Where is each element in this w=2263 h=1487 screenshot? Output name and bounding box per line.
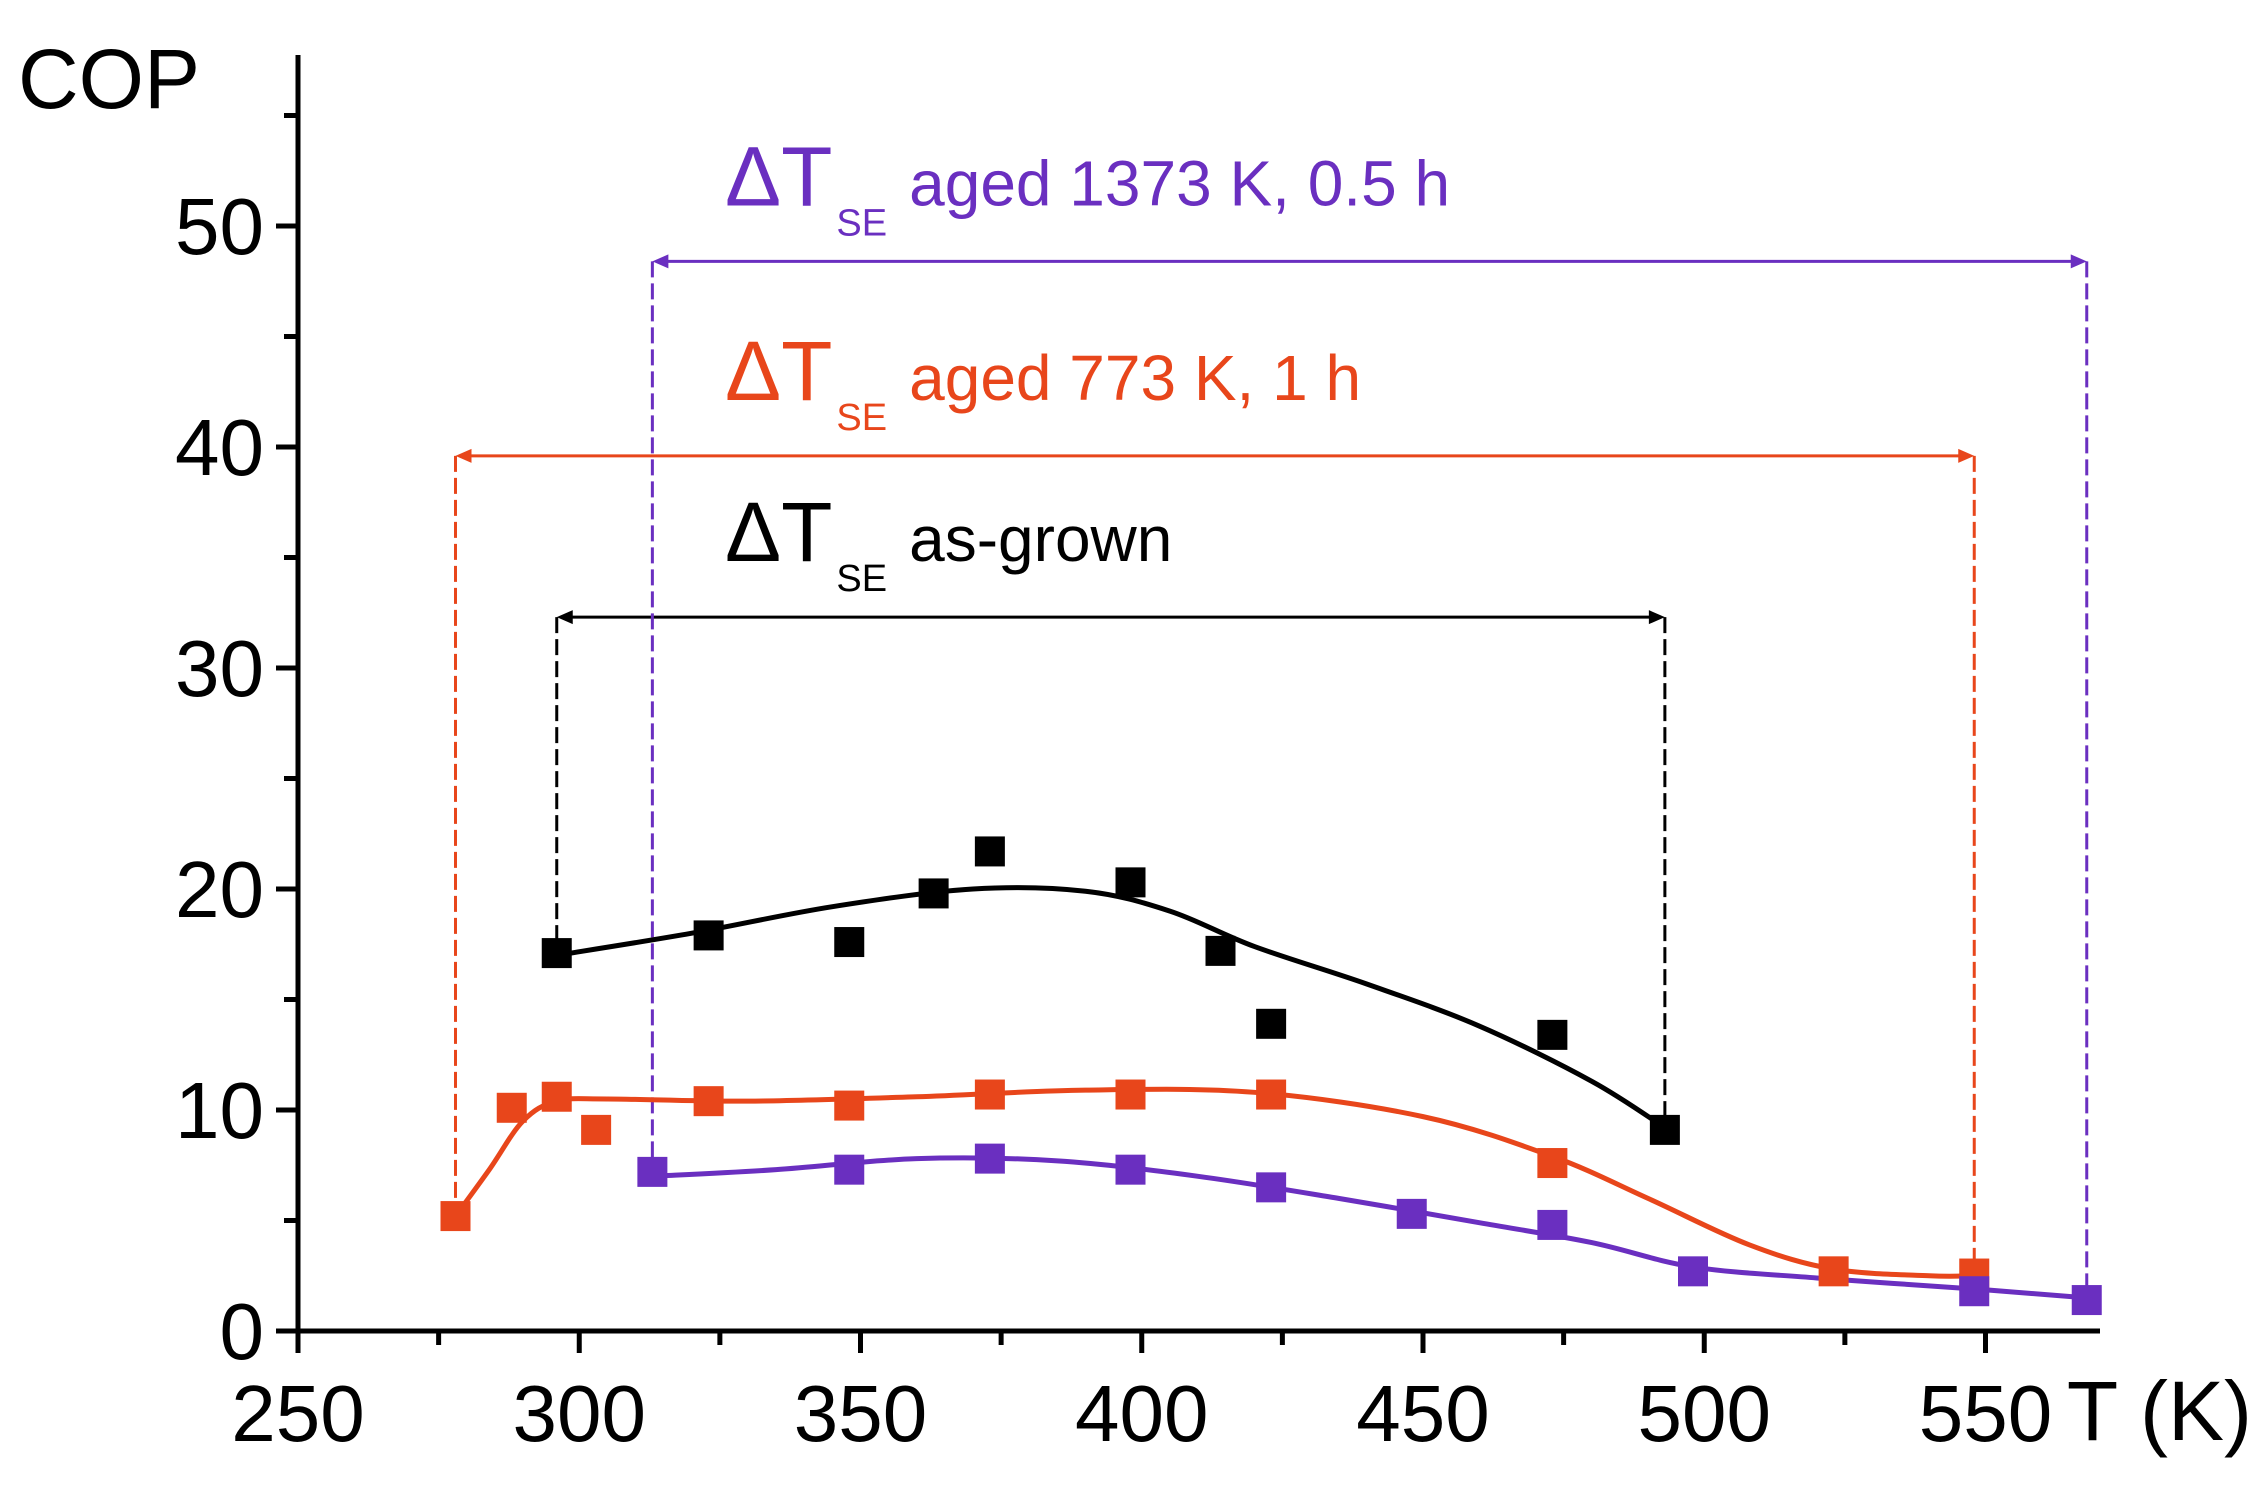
range-label: ΔT SEaged 1373 K, 0.5 h [725,129,1450,244]
range-label: ΔT SEas-grown [725,485,1172,600]
x-tick-label: 400 [1075,1369,1208,1458]
y-tick-label: 0 [220,1287,265,1376]
data-point [693,920,724,951]
range-aged-773: ΔT SEaged 773 K, 1 h [454,324,1976,1262]
data-point [834,1090,865,1121]
fit-curve-aged-773 [453,1086,1975,1279]
data-point [834,927,865,958]
data-point [693,1086,724,1117]
series-aged-1373 [637,1143,2102,1316]
x-tick-label: 500 [1638,1369,1771,1458]
data-point [1959,1276,1990,1307]
axes: 0 10 20 30 40 50 250 300 350 400 450 500 550 COP T (K) [18,32,2252,1458]
range-right-arrowhead [1958,448,1975,463]
data-point [974,836,1005,867]
x-axis-title: T (K) [2067,1364,2252,1458]
data-points [440,836,2102,1316]
x-tick-label: 250 [231,1369,364,1458]
y-tick-label: 20 [175,845,264,934]
range-label: ΔT SEaged 773 K, 1 h [725,324,1361,439]
data-point [1256,1172,1287,1203]
data-point [1115,1079,1146,1110]
x-tick-label: 450 [1356,1369,1489,1458]
range-right-arrowhead [2070,254,2087,269]
data-point [2071,1285,2102,1316]
data-point [1396,1198,1427,1229]
data-point [637,1156,668,1187]
data-point [1537,1148,1568,1179]
data-point [1537,1019,1568,1050]
range-aged-1373: ΔT SEaged 1373 K, 0.5 h [650,129,2089,1289]
data-point [541,938,572,969]
series-as-grown [541,836,1680,1145]
data-point [834,1154,865,1185]
y-axis-title: COP [18,32,200,126]
x-tick-label: 300 [513,1369,646,1458]
fit-curve-aged-1373 [652,1155,2087,1301]
series-aged-773 [440,1079,1990,1289]
data-point [1115,1154,1146,1185]
data-point [440,1201,471,1232]
data-point [1649,1114,1680,1145]
fit-curve-as-grown [556,885,1667,1130]
data-point [974,1079,1005,1110]
data-point [974,1143,1005,1174]
y-tick-label: 30 [175,624,264,713]
range-annotations: ΔT SEas-grown ΔT SEaged 773 K, 1 h ΔT SEaged … [454,129,2089,1289]
x-tick-label: 550 [1919,1369,2052,1458]
data-point [1818,1256,1849,1287]
range-left-arrowhead [455,448,472,463]
data-point [1537,1209,1568,1240]
data-point [1115,867,1146,898]
data-point [581,1114,612,1145]
y-tick-label: 40 [175,403,264,492]
range-as-grown: ΔT SEas-grown [555,485,1667,1118]
data-point [1256,1079,1287,1110]
x-tick-label: 350 [794,1369,927,1458]
data-point [541,1081,572,1112]
data-point [496,1092,527,1123]
data-point [1205,935,1236,966]
y-tick-label: 50 [175,182,264,271]
data-point [1678,1256,1708,1287]
data-point [918,878,949,909]
range-left-arrowhead [652,254,669,269]
range-right-arrowhead [1648,610,1665,625]
y-tick-label: 10 [175,1066,264,1155]
data-point [1256,1008,1287,1039]
range-left-arrowhead [556,610,573,625]
